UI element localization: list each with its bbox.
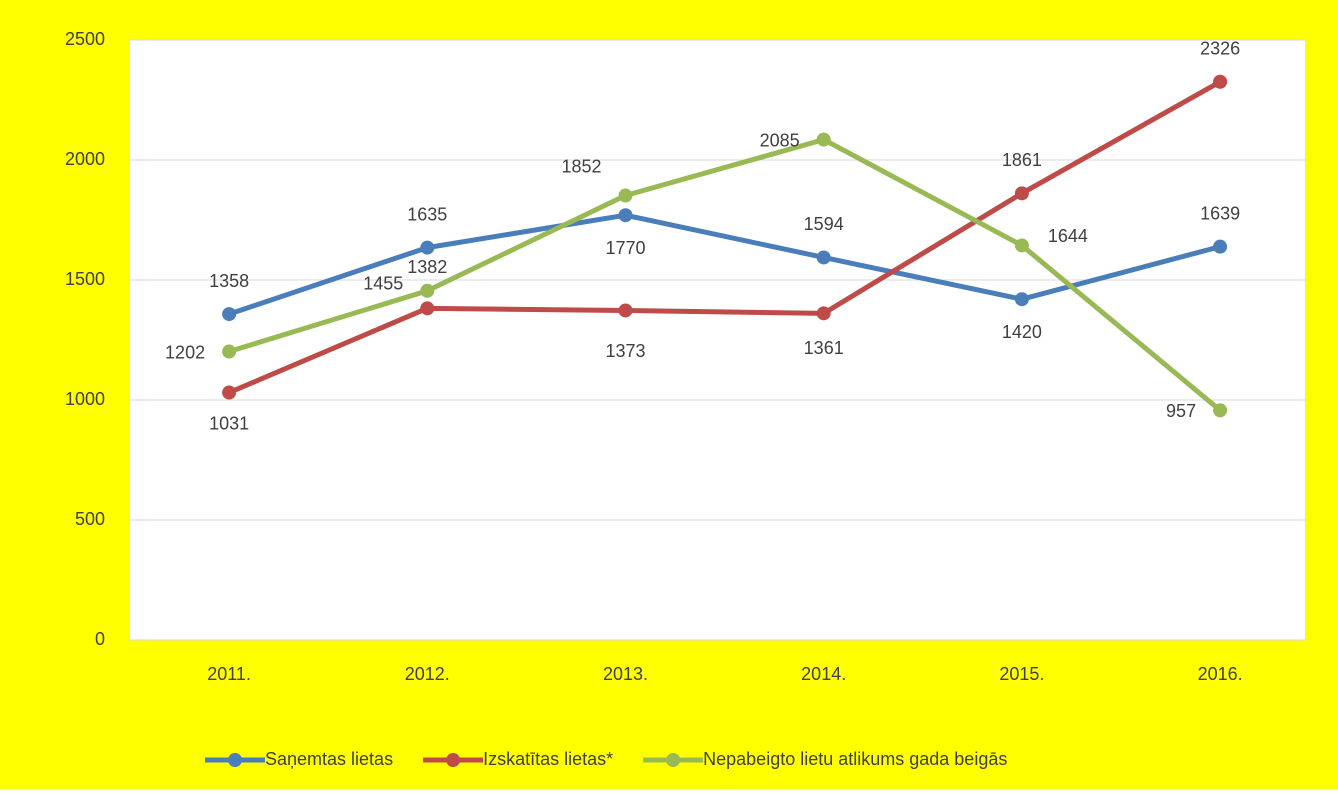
series-line	[228, 137, 1222, 413]
data-label: 1358	[209, 271, 249, 291]
point	[222, 385, 237, 400]
data-label: 1639	[1200, 203, 1240, 223]
point	[222, 307, 237, 322]
series-line	[228, 79, 1222, 395]
data-label: 2085	[760, 130, 800, 150]
x-tick-label: 2016.	[1198, 664, 1243, 684]
legend-label: Saņemtas lietas	[265, 749, 393, 769]
data-label: 1202	[165, 342, 205, 362]
point	[1014, 186, 1029, 201]
data-label: 1420	[1002, 322, 1042, 342]
point	[1014, 292, 1029, 307]
data-label: 1861	[1002, 150, 1042, 170]
legend-label: Nepabeigto lietu atlikums gada beigās	[703, 749, 1007, 769]
y-tick-label: 1000	[65, 389, 105, 409]
y-tick-label: 1500	[65, 269, 105, 289]
y-tick-label: 500	[75, 509, 105, 529]
legend-marker	[446, 753, 461, 767]
point	[618, 303, 633, 318]
point	[420, 301, 435, 316]
plot-area	[130, 40, 1305, 640]
legend-label: Izskatītas lietas*	[483, 749, 613, 769]
point	[618, 208, 633, 223]
data-label: 2326	[1200, 39, 1240, 59]
point	[1213, 74, 1228, 89]
point	[222, 344, 237, 359]
x-tick-label: 2015.	[999, 664, 1044, 684]
point	[420, 283, 435, 298]
data-label: 1852	[561, 156, 601, 176]
x-tick-label: 2014.	[801, 664, 846, 684]
data-label: 1644	[1048, 226, 1088, 246]
data-label: 1594	[804, 214, 844, 234]
x-tick-label: 2013.	[603, 664, 648, 684]
data-label: 1361	[804, 338, 844, 358]
y-tick-label: 2000	[65, 149, 105, 169]
y-tick-label: 0	[95, 629, 105, 649]
data-label: 1770	[605, 238, 645, 258]
x-tick-label: 2012.	[405, 664, 450, 684]
data-label: 1382	[407, 257, 447, 277]
data-label: 1373	[605, 341, 645, 361]
data-label: 1031	[209, 413, 249, 433]
legend-marker	[228, 753, 242, 767]
point	[420, 240, 435, 255]
x-tick-label: 2011.	[207, 664, 251, 684]
point	[816, 132, 831, 147]
point	[1213, 403, 1228, 418]
data-label: 957	[1166, 401, 1196, 421]
point	[816, 306, 831, 321]
data-label: 1635	[407, 204, 447, 224]
point	[816, 250, 831, 265]
series-line	[228, 212, 1221, 317]
legend-marker	[666, 753, 681, 767]
point	[1014, 238, 1029, 253]
y-tick-label: 2500	[65, 29, 105, 49]
data-label: 1455	[363, 274, 403, 294]
point	[618, 188, 633, 203]
point	[1213, 239, 1228, 254]
